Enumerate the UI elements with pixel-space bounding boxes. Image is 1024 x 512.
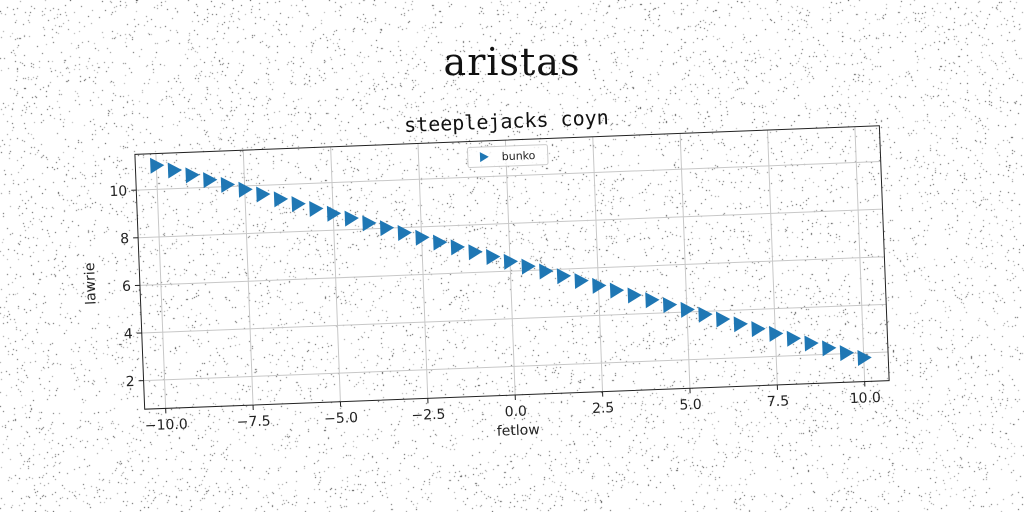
x-grid-line [330, 146, 341, 402]
x-tick-label: −5.0 [324, 410, 359, 427]
x-tick-label: 0.0 [504, 404, 527, 421]
chart-title: steeplejacks coyn [404, 105, 609, 137]
data-point [751, 321, 766, 338]
x-grid-line [679, 133, 691, 389]
data-point [804, 335, 819, 352]
data-point [592, 277, 607, 294]
y-tick-label: 6 [122, 279, 132, 295]
x-axis: −10.0 −7.5 −5.0 −2.5 0.0 2.5 5.0 7.5 10.0 [145, 381, 881, 435]
data-point [238, 181, 253, 198]
y-grid-line [143, 351, 889, 382]
data-point [291, 196, 306, 213]
x-grid-line [504, 140, 516, 395]
y-axis: 2 4 6 8 10 [109, 183, 144, 390]
series-bunko [150, 157, 872, 366]
data-point [698, 306, 713, 323]
y-tick-label: 2 [125, 374, 135, 390]
data-point [309, 200, 324, 217]
data-point [486, 249, 501, 266]
x-tick-label: 10.0 [849, 390, 881, 407]
x-grid-line [854, 126, 866, 382]
figure-title: aristas [443, 40, 581, 84]
legend-marker [479, 152, 489, 163]
data-point [769, 325, 784, 342]
y-grid-line [139, 256, 885, 286]
data-point [468, 244, 483, 261]
legend-box [466, 144, 549, 169]
legend: bunko [466, 144, 549, 169]
data-point [574, 273, 589, 290]
data-point [733, 316, 748, 333]
x-tick-label: 5.0 [679, 397, 702, 414]
x-tick-label: 7.5 [767, 393, 790, 410]
data-point [185, 167, 200, 184]
data-point [397, 225, 412, 241]
data-point [326, 205, 342, 222]
data-point [680, 301, 695, 318]
x-axis-label: fetlow [497, 422, 541, 440]
data-point [432, 234, 448, 251]
grid [136, 126, 889, 409]
data-point [662, 297, 678, 314]
data-point [645, 292, 660, 309]
data-point [503, 253, 519, 270]
data-point [556, 268, 572, 285]
data-point [857, 349, 872, 366]
x-grid-line [417, 143, 429, 399]
data-point [415, 229, 430, 246]
data-point [220, 176, 236, 193]
x-tick-label: 2.5 [592, 400, 615, 417]
y-grid-line [136, 161, 881, 191]
data-point [344, 210, 359, 227]
x-grid-line [767, 130, 778, 385]
data-point [150, 157, 165, 174]
data-point [362, 215, 377, 232]
data-point [273, 191, 289, 208]
y-axis-label: lawrie [82, 262, 100, 305]
data-point [839, 345, 855, 362]
data-point [627, 287, 642, 304]
y-tick-label: 8 [120, 231, 130, 247]
data-point [256, 186, 271, 203]
data-point [609, 282, 625, 299]
data-point [450, 239, 465, 256]
data-point [379, 220, 395, 237]
legend-label: bunko [502, 149, 536, 163]
data-point [521, 258, 536, 275]
y-tick-label: 4 [124, 326, 134, 342]
data-point [167, 162, 183, 179]
y-grid-line [138, 208, 883, 239]
data-point [715, 311, 731, 328]
y-grid-line [141, 303, 887, 334]
y-tick-label: 10 [109, 183, 127, 200]
data-point [203, 172, 218, 189]
x-grid-line [592, 136, 604, 392]
x-grid-line [155, 153, 167, 409]
chart-rotated-group: steeplejacks coyn −10.0 −7.5 −5.0 −2.5 0.0 2.… [82, 105, 890, 440]
x-tick-label: −2.5 [411, 407, 446, 424]
plot-frame [134, 125, 890, 410]
x-tick-label: −10.0 [145, 417, 188, 435]
data-point [822, 340, 837, 357]
x-tick-label: −7.5 [236, 413, 271, 430]
data-point [786, 330, 802, 347]
data-point [539, 263, 554, 280]
